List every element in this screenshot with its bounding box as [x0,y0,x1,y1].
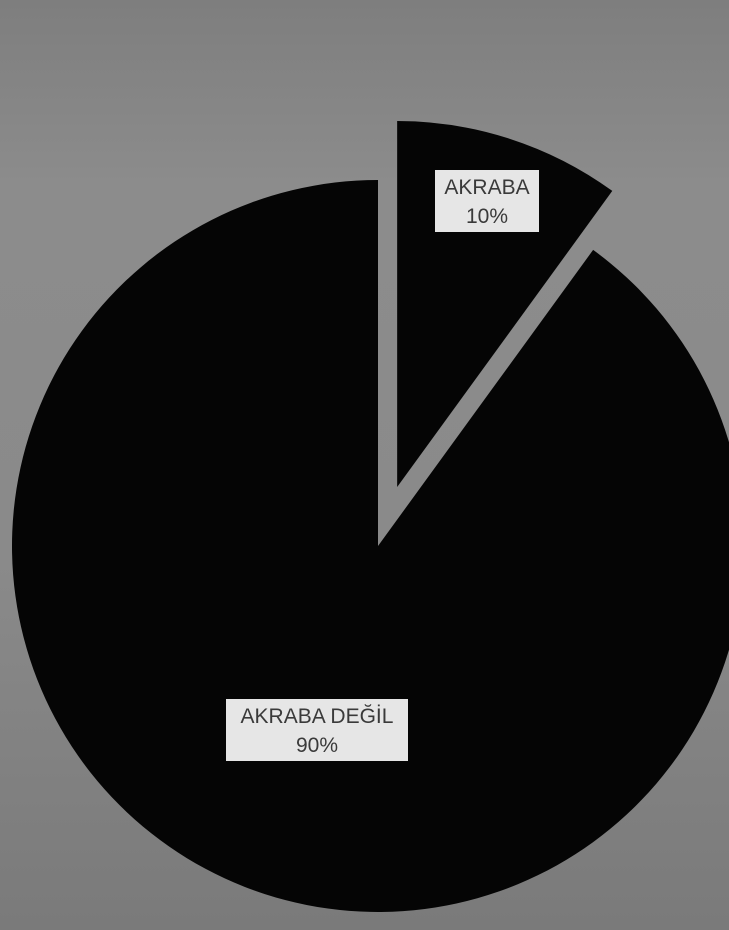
pie-slice-akraba-degil [12,180,729,912]
slice-percent-label: 90% [296,734,338,757]
data-label-akraba-degil: AKRABA DEĞİL 90% [226,699,408,761]
slice-category-label: AKRABA DEĞİL [241,705,394,728]
data-label-akraba: AKRABA 10% [435,170,539,232]
slice-category-label: AKRABA [444,176,529,199]
slice-percent-label: 10% [466,205,508,228]
